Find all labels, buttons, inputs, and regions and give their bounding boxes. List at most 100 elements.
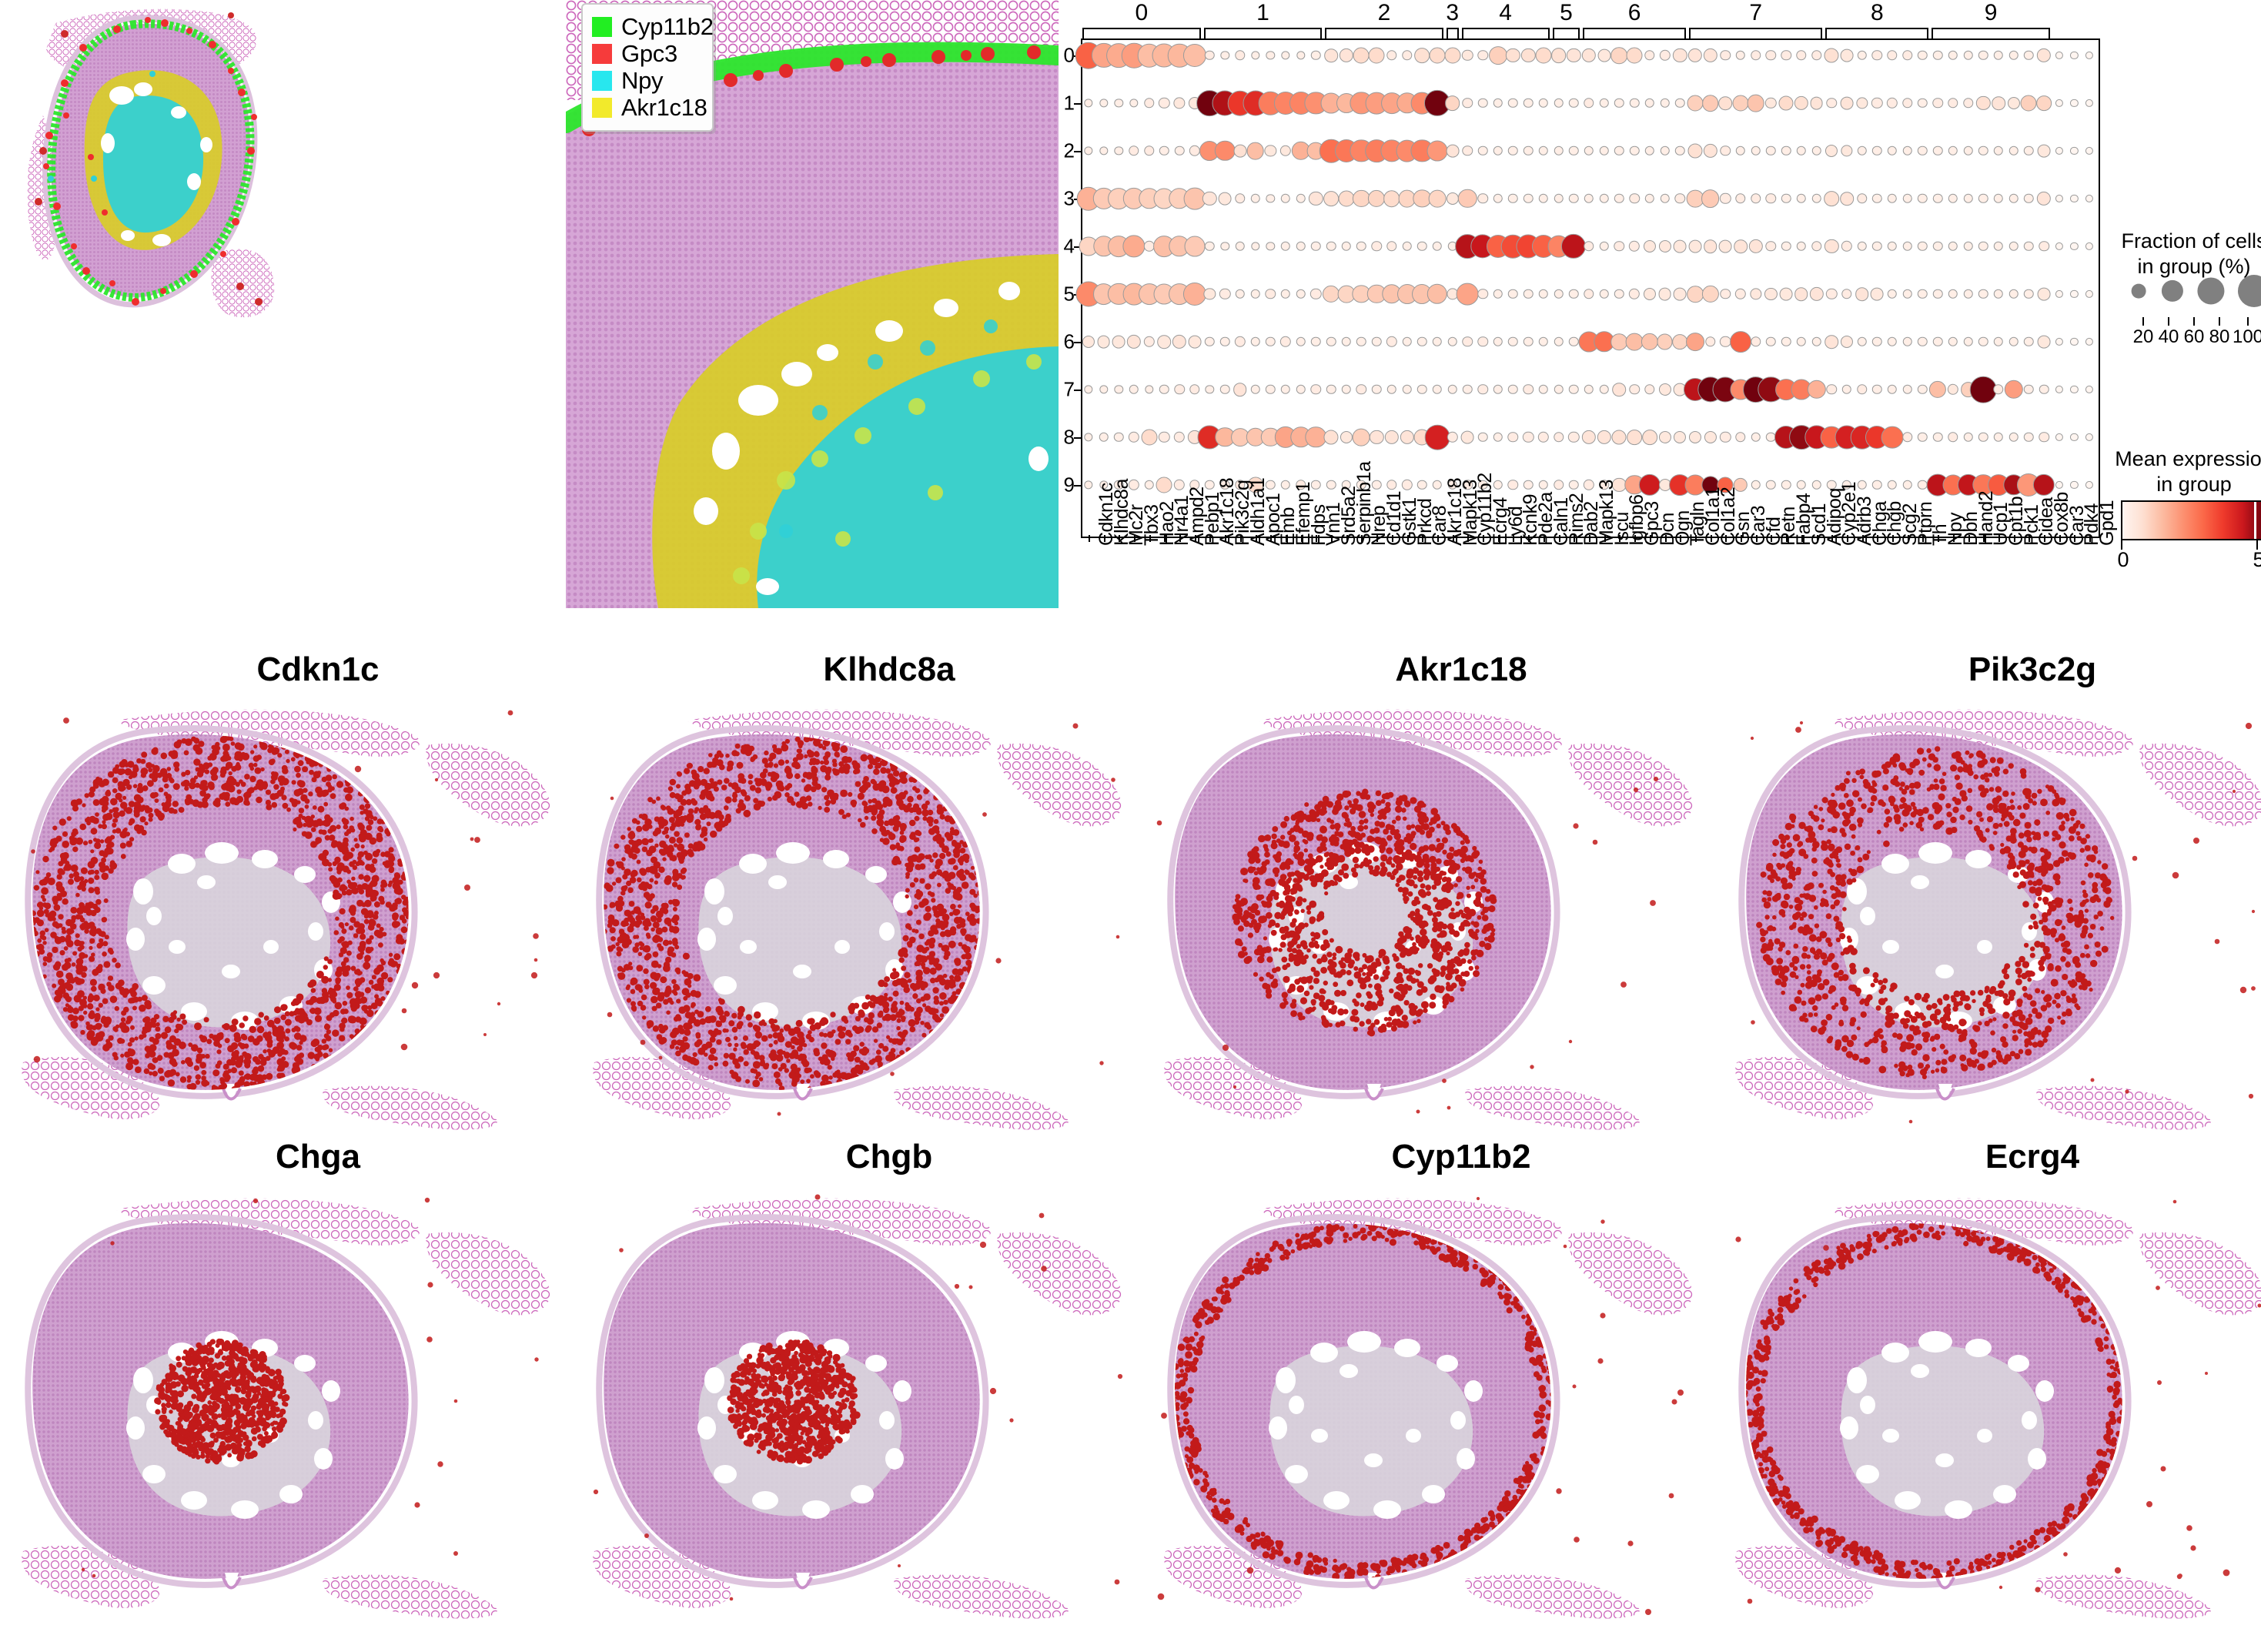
dot-cluster4-gene13 (1280, 241, 1291, 252)
dot-cluster2-gene52 (1872, 145, 1882, 156)
dot-cluster5-gene35 (1614, 289, 1624, 299)
dot-cluster7-gene16 (1326, 384, 1336, 395)
dot-cluster6-gene6 (1172, 334, 1187, 349)
x-tick (1816, 535, 1818, 542)
dot-cluster0-gene12 (1266, 51, 1275, 60)
group-bracket-1 (1203, 28, 1323, 38)
x-tick (1649, 535, 1651, 542)
dot-cluster7-gene17 (1341, 384, 1351, 395)
x-tick (1088, 535, 1090, 542)
dot-cluster7-gene52 (1872, 384, 1882, 395)
dot-cluster9-gene33 (1583, 479, 1595, 491)
dot-cluster8-gene63 (2039, 432, 2049, 443)
dot-cluster6-gene14 (1296, 336, 1306, 347)
dot-cluster9-gene2 (1114, 480, 1124, 490)
dot-cluster3-gene16 (1323, 191, 1339, 206)
dot-cluster3-gene61 (2008, 193, 2019, 204)
dot-cluster7-gene56 (1929, 380, 1947, 399)
dot-cluster2-gene2 (1114, 146, 1123, 156)
dot-cluster0-gene15 (1311, 50, 1321, 61)
dot-cluster7-gene27 (1493, 384, 1503, 395)
dot-cluster1-gene47 (1794, 95, 1808, 111)
dot-cluster4-gene8 (1205, 241, 1215, 252)
dot-cluster1-gene52 (1871, 97, 1883, 109)
dot-cluster6-gene2 (1112, 335, 1125, 349)
dot-cluster8-gene55 (1918, 432, 1928, 443)
dot-cluster9-gene31 (1553, 480, 1564, 490)
dot-cluster5-gene12 (1265, 289, 1276, 299)
dot-cluster5-gene31 (1554, 289, 1564, 299)
dot-cluster2-gene32 (1569, 145, 1579, 156)
tissue-svg (1714, 701, 2261, 1132)
dot-cluster2-gene40 (1687, 143, 1703, 159)
gene-panel-akr1c18 (1142, 701, 1712, 1132)
dot-cluster8-gene64 (2055, 433, 2063, 442)
dot-cluster1-gene39 (1674, 98, 1685, 109)
colorbar-tick-min (2121, 540, 2122, 550)
dot-cluster8-gene60 (1993, 432, 2004, 443)
dot-cluster2-gene53 (1887, 145, 1898, 156)
x-tick (1483, 535, 1485, 542)
dot-cluster6-gene15 (1311, 336, 1321, 347)
dot-cluster0-gene14 (1296, 51, 1306, 60)
group-bracket-4 (1461, 28, 1550, 38)
x-tick (2029, 535, 2031, 542)
dot-cluster2-gene49 (1825, 144, 1838, 158)
dot-cluster7-gene3 (1129, 384, 1139, 395)
dot-cluster0-gene26 (1477, 50, 1488, 61)
dot-cluster2-gene61 (2008, 145, 2019, 156)
dot-cluster7-gene6 (1174, 384, 1185, 395)
dot-cluster8-gene16 (1323, 430, 1339, 445)
dot-cluster8-gene27 (1493, 432, 1503, 443)
panel-title-pik3c2g: Pik3c2g (1968, 650, 2097, 688)
dot-cluster0-gene62 (2024, 50, 2034, 61)
dot-cluster6-gene23 (1432, 336, 1443, 347)
dot-cluster5-gene29 (1523, 289, 1534, 299)
dot-cluster5-gene33 (1584, 289, 1594, 299)
dot-cluster0-gene25 (1462, 49, 1473, 62)
dot-cluster3-gene48 (1811, 193, 1821, 204)
dot-cluster8-gene15 (1305, 426, 1327, 448)
group-label-1: 1 (1256, 0, 1269, 25)
x-tick (2089, 535, 2092, 542)
dot-cluster0-gene37 (1644, 50, 1655, 61)
x-tick (1786, 535, 1788, 542)
dot-cluster2-gene36 (1629, 145, 1640, 156)
dot-cluster7-gene62 (2024, 384, 2034, 395)
dot-cluster4-gene66 (2085, 242, 2094, 251)
x-tick (1694, 535, 1697, 542)
x-tick (1741, 535, 1742, 542)
dot-cluster6-gene7 (1188, 335, 1202, 349)
dot-cluster5-gene26 (1477, 289, 1488, 299)
dot-cluster4-gene43 (1734, 239, 1748, 253)
dot-cluster0-gene23 (1429, 47, 1446, 64)
x-tick (1968, 535, 1970, 542)
dot-cluster8-gene32 (1568, 431, 1580, 443)
dot-cluster0-gene61 (2008, 50, 2019, 61)
dot-cluster9-gene51 (1857, 480, 1867, 490)
dot-cluster4-gene61 (2008, 241, 2019, 252)
dot-cluster5-gene32 (1569, 289, 1579, 299)
dot-cluster2-gene54 (1902, 145, 1912, 156)
row-label-cluster-5: 5 (1063, 282, 1075, 306)
x-tick (1892, 535, 1895, 542)
x-tick (1467, 535, 1470, 542)
legend-label-gpc3: Gpc3 (621, 40, 677, 67)
dot-cluster6-gene20 (1386, 336, 1398, 348)
dot-cluster9-gene16 (1326, 480, 1336, 490)
dot-cluster4-gene9 (1220, 242, 1229, 251)
dot-cluster8-gene30 (1537, 431, 1550, 443)
dot-cluster9-gene19 (1371, 480, 1382, 490)
y-tick (1074, 342, 1081, 343)
dot-cluster2-gene5 (1159, 145, 1169, 156)
dot-cluster5-gene42 (1720, 289, 1731, 299)
dot-cluster3-gene52 (1872, 193, 1882, 204)
dot-cluster8-gene39 (1674, 430, 1687, 444)
dot-cluster2-gene31 (1554, 145, 1564, 156)
x-tick (1255, 535, 1257, 542)
dot-cluster4-gene12 (1266, 242, 1275, 251)
dot-cluster1-gene61 (2007, 96, 2020, 110)
legend-swatch-cyp11b2 (592, 17, 612, 37)
dot-cluster4-gene33 (1584, 241, 1594, 252)
dot-cluster6-gene64 (2055, 337, 2063, 346)
